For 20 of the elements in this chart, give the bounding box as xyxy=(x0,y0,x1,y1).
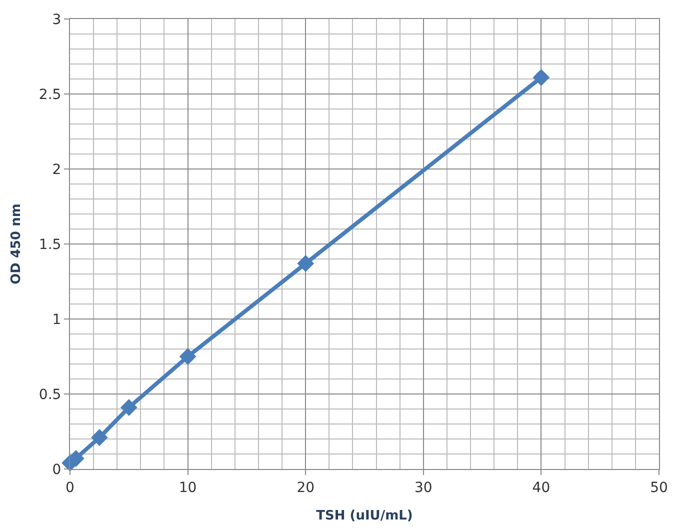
point xyxy=(91,429,108,446)
point xyxy=(297,255,314,272)
y-tick-label: 3 xyxy=(52,12,62,28)
x-tick-label: 50 xyxy=(650,480,668,496)
y-tick-label: 0 xyxy=(52,462,62,478)
y-tick-label: 1 xyxy=(52,312,62,328)
y-axis-title: OD 450 nm xyxy=(8,204,24,284)
x-tick-label: 0 xyxy=(66,480,74,496)
x-tick-label: 40 xyxy=(532,480,550,496)
x-tick-label: 20 xyxy=(296,480,315,496)
x-tick-label: 30 xyxy=(414,480,432,496)
y-tick-label: 1.5 xyxy=(38,236,62,253)
y-tick-label: 0.5 xyxy=(38,386,62,403)
y-tick-label: 2 xyxy=(52,162,62,178)
point xyxy=(532,69,550,86)
y-tick-label: 2.5 xyxy=(38,86,62,103)
x-axis-title: TSH (uIU/mL) xyxy=(316,508,413,524)
x-tick-label: 10 xyxy=(178,480,197,496)
point xyxy=(120,399,138,416)
point xyxy=(179,348,196,365)
